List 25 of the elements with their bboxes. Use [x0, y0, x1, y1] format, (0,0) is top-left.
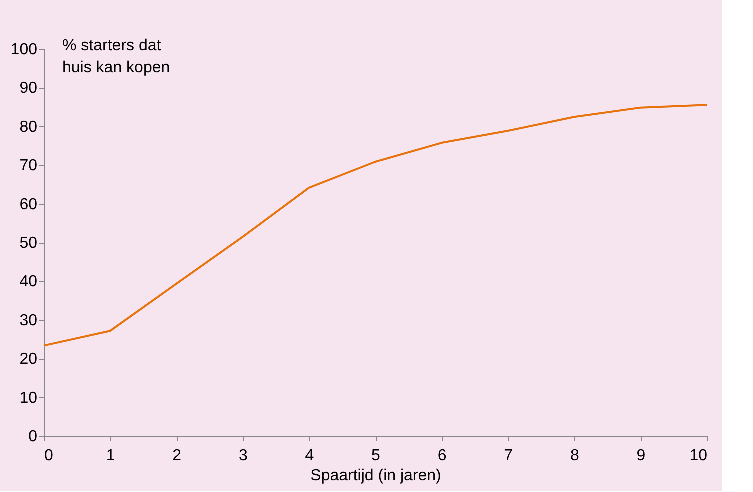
x-tick-label: 9: [636, 448, 646, 464]
x-tick-label: 4: [305, 448, 314, 464]
y-tick-label: 100: [10, 42, 38, 58]
y-tick-label: 0: [28, 428, 38, 446]
x-tick-label: 6: [438, 448, 447, 464]
y-tick-label: 40: [20, 274, 38, 291]
y-tick-label: 30: [20, 312, 38, 330]
x-tick-label: 8: [570, 448, 580, 464]
y-tick-label: 60: [20, 196, 38, 214]
y-tick-label: 70: [20, 158, 38, 175]
y-axis-title: % starters dat huis kan kopen: [62, 38, 170, 76]
x-tick-label: 1: [106, 448, 116, 464]
x-tick-label: 2: [172, 448, 182, 464]
y-tick-label: 80: [20, 118, 38, 136]
x-tick-label: 0: [44, 448, 54, 464]
y-tick-label: 50: [20, 235, 38, 252]
x-tick-label: 3: [238, 448, 248, 464]
x-axis-title: Spaartijd (in jaren): [310, 468, 442, 484]
y-tick-label: 90: [20, 80, 38, 98]
y-tick-label: 20: [20, 351, 38, 368]
x-tick-label: 7: [504, 448, 514, 464]
line-series: [43, 104, 708, 347]
x-tick-label: 5: [372, 448, 381, 464]
y-tick-label: 10: [20, 390, 38, 407]
x-tick-label: 10: [690, 448, 708, 464]
